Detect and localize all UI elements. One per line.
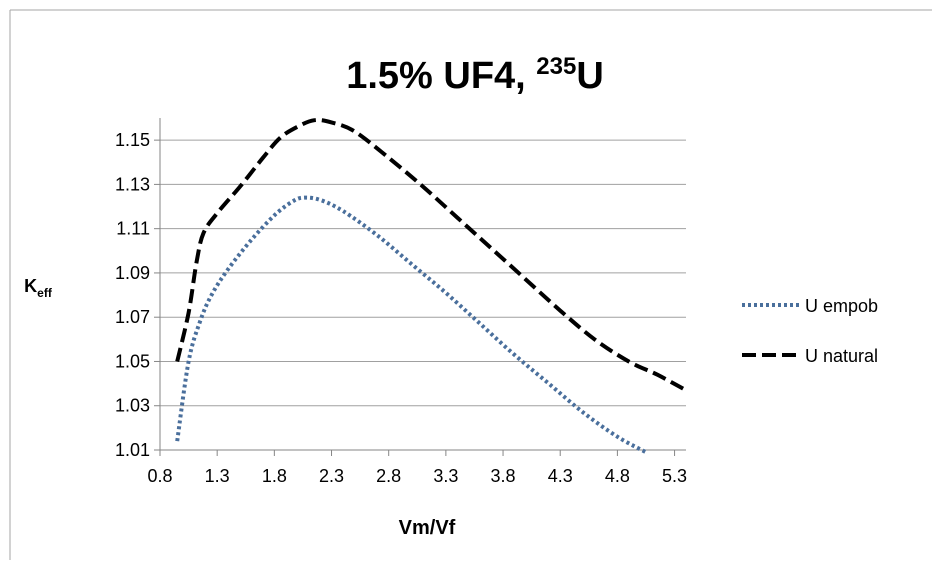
y-tick-label: 1.03 (115, 396, 150, 416)
y-tick-label: 1.07 (115, 307, 150, 327)
y-tick-label: 1.13 (115, 174, 150, 194)
x-axis-label: Vm/Vf (399, 517, 456, 539)
y-tick-labels: 1.01 1.03 1.05 1.07 1.09 1.11 1.13 1.15 (115, 130, 150, 460)
axes (154, 118, 686, 456)
x-tick-label: 3.8 (491, 466, 516, 486)
x-tick-labels: 0.8 1.3 1.8 2.3 2.8 3.3 3.8 4.3 4.8 5.3 (147, 466, 687, 486)
y-axis-label: Keff (24, 276, 53, 300)
y-tick-label: 1.01 (115, 440, 150, 460)
series-line-u-natural (175, 117, 687, 392)
chart-title-superscript: 235 (536, 53, 576, 80)
y-tick-label: 1.09 (115, 263, 150, 283)
chart-title-prefix: 1.5% UF4, (346, 55, 536, 97)
legend: U empob U natural (742, 296, 878, 366)
x-tick-label: 1.3 (205, 466, 230, 486)
legend-label-u-natural: U natural (805, 346, 878, 366)
chart-title: 1.5% UF4, 235U (346, 53, 604, 97)
y-tick-label: 1.11 (116, 219, 150, 239)
series-line-u-empob (175, 195, 647, 454)
chart-title-suffix: U (576, 55, 603, 97)
y-axis-label-main: K (24, 276, 37, 296)
grid-lines (160, 139, 686, 407)
y-tick-label: 1.15 (115, 130, 150, 150)
x-tick-label: 1.8 (262, 466, 287, 486)
legend-label-u-empob: U empob (805, 296, 878, 316)
series-lines (175, 117, 687, 454)
x-tick-label: 2.3 (319, 466, 344, 486)
x-tick-label: 5.3 (662, 466, 687, 486)
x-tick-label: 4.8 (605, 466, 630, 486)
x-tick-label: 0.8 (147, 466, 172, 486)
x-tick-label: 3.3 (433, 466, 458, 486)
y-tick-label: 1.05 (115, 351, 150, 371)
x-tick-label: 4.3 (548, 466, 573, 486)
x-tick-label: 2.8 (376, 466, 401, 486)
y-axis-label-subscript: eff (37, 286, 53, 300)
